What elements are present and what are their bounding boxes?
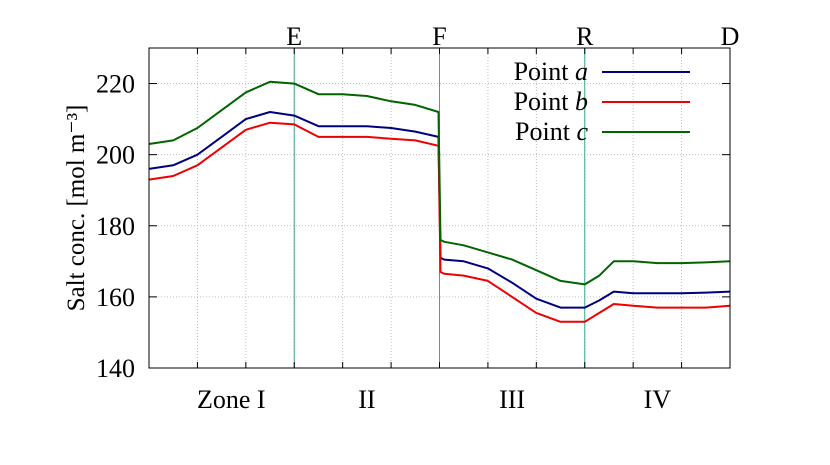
y-tick-label: 220 — [96, 70, 135, 99]
zone-label: II — [358, 385, 375, 414]
boundary-label: R — [576, 22, 594, 51]
boundary-label: E — [286, 22, 302, 51]
zone-label: Zone I — [197, 385, 266, 414]
boundary-label: F — [432, 22, 446, 51]
y-ticks: 140 160 180 200 220 — [96, 48, 730, 383]
legend-label: Point a — [514, 57, 588, 86]
zone-label: IV — [644, 385, 672, 414]
y-tick-label: 160 — [96, 283, 135, 312]
series-line — [148, 111, 731, 309]
series-line — [148, 80, 731, 286]
y-tick-label: 200 — [96, 141, 135, 170]
legend-label: Point b — [514, 87, 588, 116]
zone-label: III — [499, 385, 525, 414]
y-tick-label: 180 — [96, 212, 135, 241]
y-axis-label: Salt conc. [mol m⁻³] — [63, 105, 90, 312]
boundary-label: D — [721, 22, 740, 51]
zone-labels: Zone I II III IV — [197, 385, 671, 414]
legend-label: Point c — [515, 117, 588, 146]
series-line — [148, 121, 731, 323]
y-tick-label: 140 — [96, 354, 135, 383]
series-lines — [148, 80, 731, 323]
